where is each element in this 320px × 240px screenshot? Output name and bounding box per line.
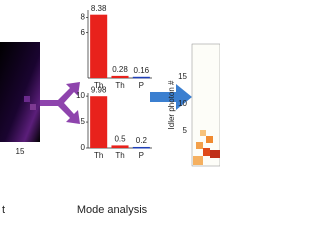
- caption: Mode analysis: [77, 204, 148, 216]
- y-tick-label: 8: [81, 13, 86, 22]
- heatmap-cell: [196, 142, 203, 149]
- heatmap-cell: [203, 148, 210, 156]
- bar: [111, 75, 129, 78]
- x-tick-label: Th: [115, 151, 124, 160]
- bar: [111, 145, 129, 148]
- y-tick-label: 5: [81, 117, 86, 126]
- x-tick-label: Th: [115, 81, 124, 90]
- split-arrow: [40, 82, 80, 124]
- x-tick-label: P: [139, 151, 144, 160]
- right-tick: 15: [178, 72, 187, 81]
- x-tick-label: Th: [94, 81, 103, 90]
- value-label: 0.16: [134, 66, 150, 75]
- left-heatmap: [0, 42, 40, 142]
- right-tick: 5: [183, 126, 188, 135]
- bar: [132, 146, 150, 149]
- x-tick-label: P: [139, 81, 144, 90]
- y-tick-label: 10: [76, 91, 85, 100]
- value-label: 0.2: [136, 136, 148, 145]
- bar: [90, 96, 108, 148]
- heatmap-cell: [30, 104, 36, 110]
- bar: [90, 14, 108, 78]
- left-label: t: [2, 204, 5, 216]
- heatmap-cell: [200, 130, 206, 136]
- y-tick-label: 6: [81, 28, 86, 37]
- left-tick: 15: [16, 147, 25, 156]
- bar: [132, 76, 150, 79]
- heatmap-cell: [24, 96, 30, 102]
- value-label: 8.38: [91, 4, 107, 13]
- value-label: 0.5: [114, 135, 126, 144]
- x-tick-label: Th: [94, 151, 103, 160]
- y-tick-label: 0: [81, 143, 86, 152]
- heatmap-cell: [193, 156, 203, 165]
- merge-arrow: [150, 84, 192, 110]
- heatmap-cell: [206, 136, 213, 143]
- figure: 15 t Idler photon # 15 10 5 Mode analysi…: [0, 4, 220, 216]
- value-label: 0.28: [112, 65, 128, 74]
- value-label: 9.98: [91, 85, 107, 94]
- right-axis-label: Idler photon #: [167, 80, 176, 129]
- right-tick: 10: [178, 99, 187, 108]
- heatmap-cell: [210, 150, 220, 158]
